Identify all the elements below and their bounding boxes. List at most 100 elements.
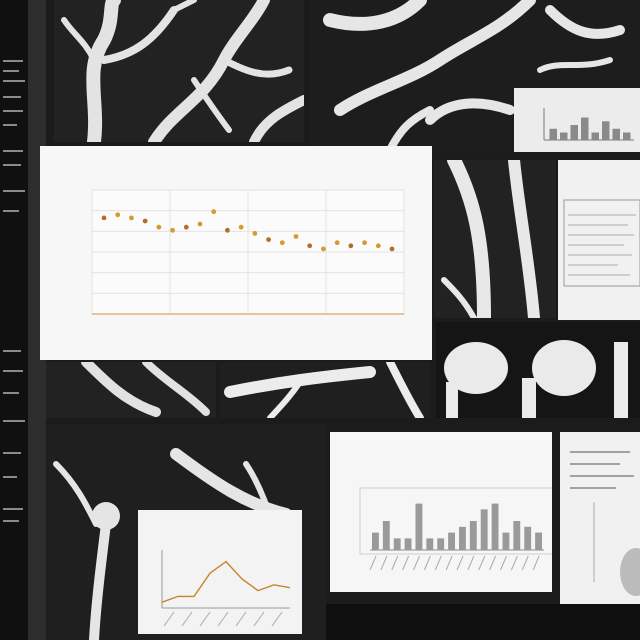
bar xyxy=(535,532,542,550)
strip-line xyxy=(3,508,23,510)
tick-mark xyxy=(456,555,464,571)
bar xyxy=(491,503,499,550)
strip-line xyxy=(3,420,25,422)
bar xyxy=(560,132,568,140)
bar xyxy=(502,532,510,550)
branch-drawing xyxy=(81,362,210,417)
data-point xyxy=(197,221,203,227)
anatomy-image-tile xyxy=(220,362,430,418)
tick-mark xyxy=(380,555,388,571)
series-line xyxy=(161,560,291,603)
tick-mark xyxy=(391,555,399,571)
tick-mark xyxy=(445,555,453,571)
bar xyxy=(393,538,401,550)
text-lines xyxy=(563,199,640,287)
tick-mark xyxy=(402,555,410,571)
branch-drawing xyxy=(61,0,304,142)
bar xyxy=(372,532,379,550)
bar xyxy=(437,538,445,550)
scatter-plot xyxy=(91,189,405,315)
tick-mark xyxy=(253,611,265,627)
bar xyxy=(524,526,532,550)
strip-line xyxy=(3,190,25,192)
bar xyxy=(602,121,610,140)
tick-mark xyxy=(532,555,540,571)
main-chart-card xyxy=(40,146,432,360)
data-point xyxy=(225,227,230,233)
data-point xyxy=(211,209,217,215)
strip-line xyxy=(3,110,23,112)
branch-drawing xyxy=(224,362,424,418)
bar xyxy=(549,128,557,140)
strip-line xyxy=(3,370,23,372)
strip-line xyxy=(3,452,21,454)
data-point xyxy=(348,243,354,249)
strip-line xyxy=(3,520,19,522)
text-lines xyxy=(570,451,640,596)
bar xyxy=(382,521,390,550)
branch-drawing xyxy=(441,160,540,318)
data-point xyxy=(101,215,107,221)
data-point xyxy=(115,212,121,218)
strip-line xyxy=(3,80,25,82)
bar xyxy=(513,521,521,550)
thumbnail-bars xyxy=(543,108,634,141)
anatomy-image-tile xyxy=(54,0,304,142)
bar xyxy=(459,526,466,550)
anatomy-image-tile xyxy=(434,160,556,318)
bar xyxy=(581,117,589,140)
tick-mark xyxy=(510,555,518,571)
strip-line xyxy=(3,350,21,352)
bar xyxy=(623,132,631,140)
document-thumbnail xyxy=(560,432,640,604)
tick-mark xyxy=(500,555,507,571)
tick-mark xyxy=(163,611,175,627)
bar-chart-thumbnail xyxy=(514,88,640,152)
strip-line xyxy=(3,150,23,152)
data-point xyxy=(266,237,271,242)
document-thumbnail xyxy=(558,160,640,320)
tick-mark xyxy=(369,555,377,571)
line-plot xyxy=(161,550,291,627)
data-point xyxy=(307,243,313,249)
tick-mark xyxy=(235,611,247,627)
data-point xyxy=(156,224,162,230)
bar-plot xyxy=(359,487,555,571)
strip-line xyxy=(3,392,19,394)
tick-mark xyxy=(521,555,529,571)
bar xyxy=(448,532,455,550)
bar xyxy=(415,503,423,550)
anatomy-image-tile xyxy=(46,362,216,418)
tick-mark xyxy=(199,611,211,627)
data-point xyxy=(170,227,175,233)
strip-line xyxy=(3,476,17,478)
strip-line xyxy=(3,60,23,62)
tick-mark xyxy=(467,555,475,571)
bar-chart-card xyxy=(330,432,555,592)
bar xyxy=(612,128,620,140)
bar xyxy=(469,521,477,550)
data-point xyxy=(321,246,326,252)
strip-line xyxy=(3,210,19,212)
data-point xyxy=(238,224,244,230)
data-point xyxy=(375,243,381,249)
strip-line xyxy=(3,124,17,126)
caption-bar xyxy=(326,604,640,640)
data-point xyxy=(279,240,285,246)
strip-line xyxy=(3,70,19,72)
left-side-strip xyxy=(0,0,28,640)
strip-line xyxy=(3,96,21,98)
bar xyxy=(570,125,578,140)
tick-mark xyxy=(413,555,420,571)
joint-drawing xyxy=(444,340,628,418)
bar xyxy=(591,132,599,140)
tick-mark xyxy=(271,611,283,627)
bar xyxy=(426,538,434,550)
data-point xyxy=(183,224,189,230)
data-point xyxy=(334,240,340,246)
data-point xyxy=(252,231,258,236)
tick-mark xyxy=(423,555,431,571)
line-chart-card xyxy=(138,510,302,634)
bar xyxy=(404,538,412,550)
data-point xyxy=(389,246,395,252)
